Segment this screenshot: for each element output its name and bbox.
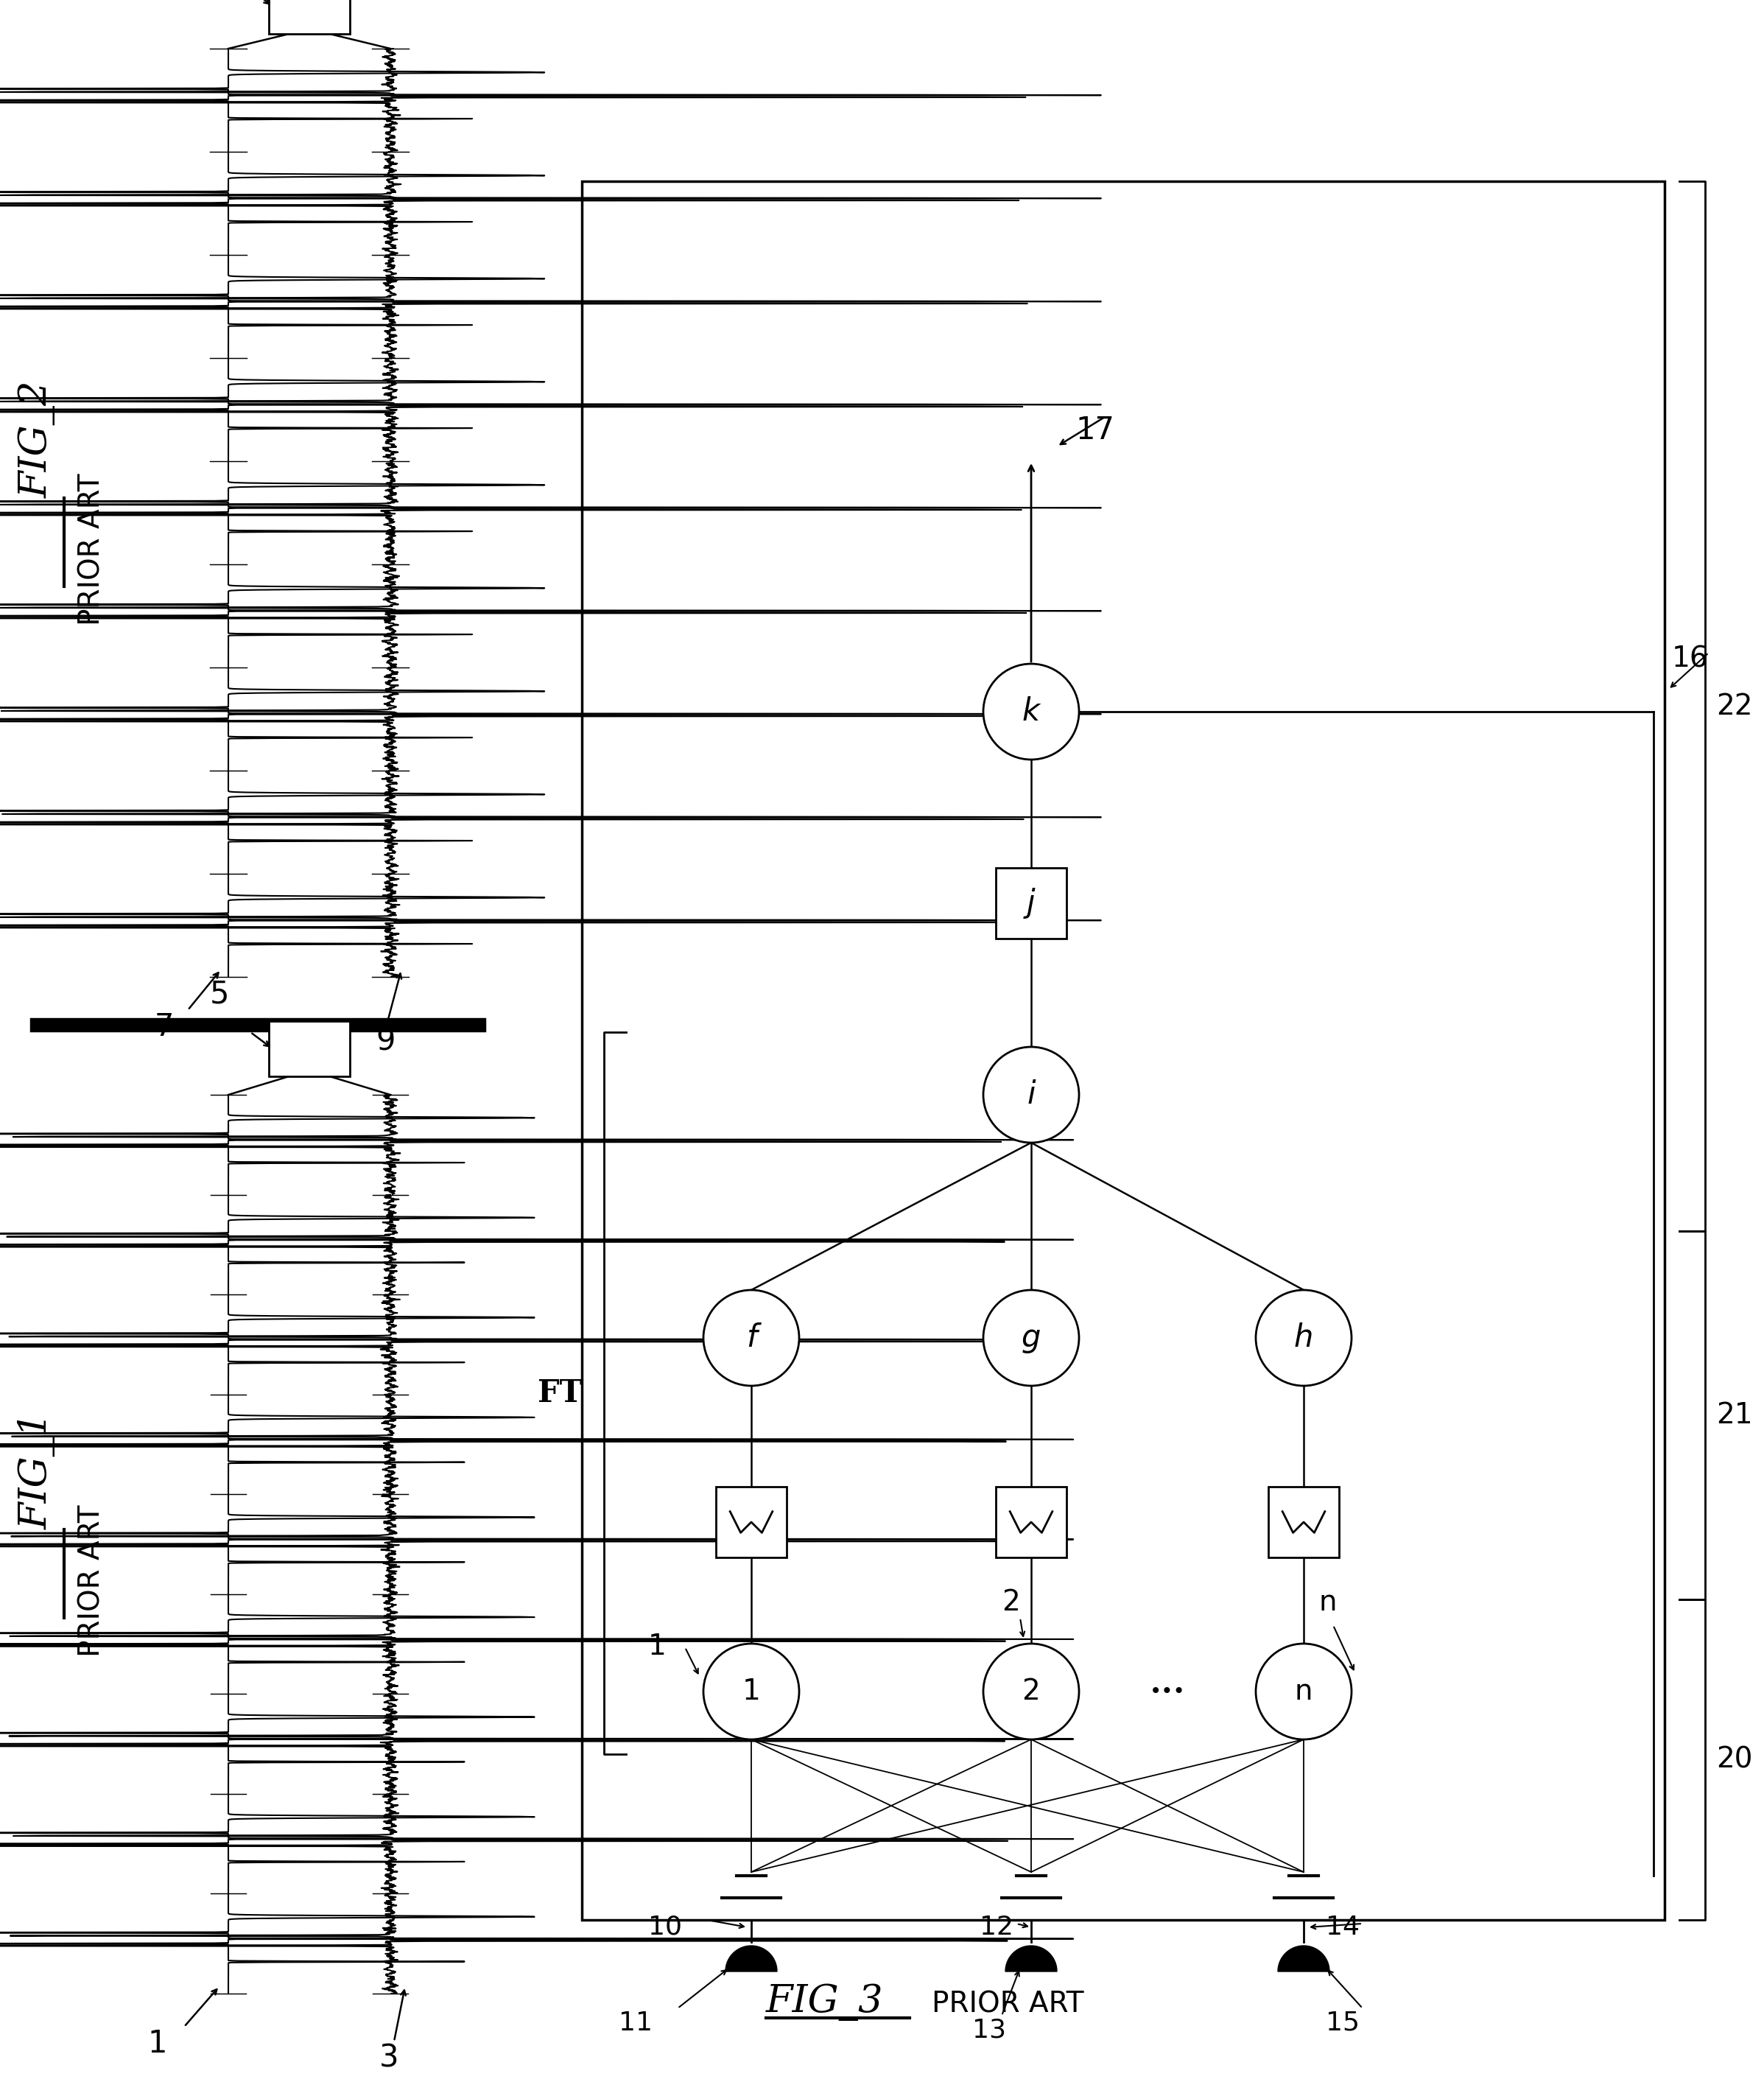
- Text: 20: 20: [1716, 1745, 1753, 1774]
- Bar: [1268, 1487, 1339, 1557]
- Text: 16: 16: [1672, 645, 1709, 672]
- Polygon shape: [1277, 1947, 1330, 1972]
- Bar: [716, 1487, 787, 1557]
- Polygon shape: [725, 1947, 778, 1972]
- Text: 12: 12: [979, 1915, 1014, 1940]
- Text: g: g: [1021, 1322, 1041, 1353]
- Bar: [268, 0, 349, 33]
- Text: h: h: [1295, 1322, 1314, 1353]
- Text: 3: 3: [379, 2042, 399, 2074]
- Text: •••: •••: [1150, 1682, 1185, 1701]
- Text: n: n: [1318, 1589, 1337, 1616]
- Text: PRIOR ART: PRIOR ART: [931, 1990, 1083, 2017]
- Text: 10: 10: [647, 1915, 683, 1940]
- Text: 17: 17: [1076, 414, 1115, 446]
- Circle shape: [704, 1291, 799, 1387]
- Circle shape: [1256, 1291, 1351, 1387]
- Text: 13: 13: [972, 2017, 1005, 2042]
- Text: j: j: [1027, 887, 1035, 918]
- Text: FIG_3: FIG_3: [766, 1984, 884, 2022]
- Text: 9: 9: [376, 1026, 395, 1058]
- Text: n: n: [1295, 1678, 1312, 1705]
- Circle shape: [983, 1291, 1080, 1387]
- Text: 2: 2: [1021, 1678, 1041, 1705]
- Text: FIG_2: FIG_2: [18, 381, 56, 498]
- Text: FT: FT: [538, 1378, 582, 1410]
- Polygon shape: [1005, 1947, 1057, 1972]
- Text: 7: 7: [155, 1012, 175, 1043]
- Text: 21: 21: [1716, 1401, 1753, 1428]
- Text: f: f: [746, 1322, 757, 1353]
- Text: 1: 1: [647, 1632, 667, 1661]
- Text: PRIOR ART: PRIOR ART: [78, 473, 106, 627]
- Bar: [582, 181, 1665, 1920]
- Circle shape: [1256, 1643, 1351, 1738]
- Bar: [997, 868, 1067, 939]
- Text: 15: 15: [1327, 2011, 1360, 2036]
- Circle shape: [983, 1643, 1080, 1738]
- Circle shape: [704, 1643, 799, 1738]
- Text: 14: 14: [1327, 1915, 1360, 1940]
- Text: 5: 5: [210, 979, 229, 1010]
- Circle shape: [983, 664, 1080, 760]
- Bar: [268, 1020, 349, 1076]
- Text: 22: 22: [1716, 691, 1753, 720]
- Text: PRIOR ART: PRIOR ART: [78, 1505, 106, 1657]
- Circle shape: [983, 1047, 1080, 1143]
- Text: 1: 1: [743, 1678, 760, 1705]
- Text: k: k: [1023, 695, 1041, 727]
- Bar: [997, 1487, 1067, 1557]
- Text: 1: 1: [148, 2028, 168, 2059]
- Text: 2: 2: [1002, 1589, 1020, 1616]
- Text: 11: 11: [619, 2011, 653, 2036]
- Text: i: i: [1027, 1078, 1035, 1110]
- Text: FIG_1: FIG_1: [18, 1412, 56, 1530]
